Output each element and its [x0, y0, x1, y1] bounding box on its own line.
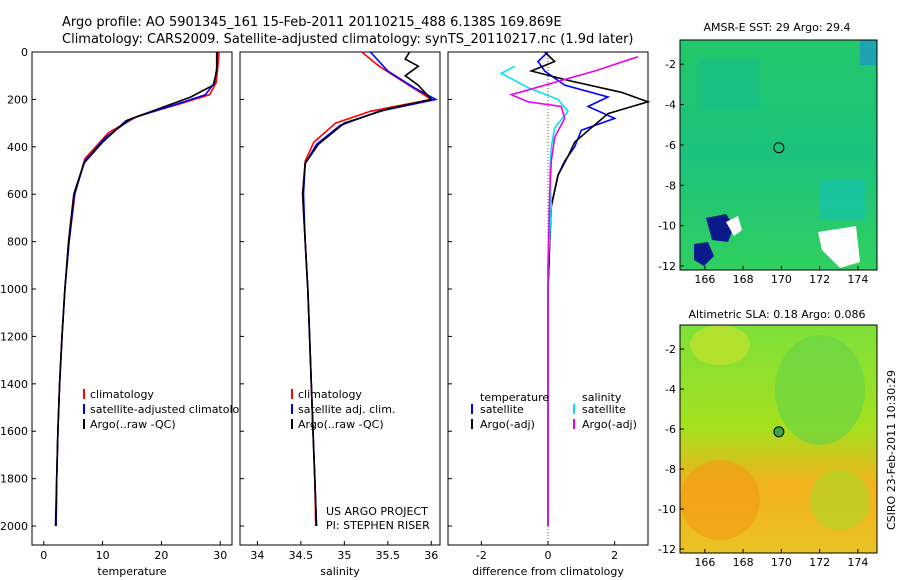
series-line	[508, 55, 639, 526]
legend-label: Argo(-adj)	[480, 418, 535, 431]
y-tick-label: 400	[7, 141, 28, 154]
map-y-tick-label: -10	[658, 220, 676, 233]
map-y-tick-label: -6	[665, 423, 676, 436]
x-tick-label: 35	[337, 549, 351, 562]
map-y-tick-label: -8	[665, 179, 676, 192]
y-tick-label: 1200	[0, 330, 28, 343]
map-y-tick-label: -2	[665, 343, 676, 356]
header-line-2: Climatology: CARS2009. Satellite-adjuste…	[62, 32, 634, 47]
map-x-tick-label: 168	[733, 273, 754, 286]
annotation-text: US ARGO PROJECT	[326, 505, 428, 518]
map-y-tick-label: -8	[665, 463, 676, 476]
sla-patch	[690, 325, 750, 365]
sst-missing-data	[726, 216, 742, 236]
sst-cold-patch	[706, 214, 734, 242]
legend-label: Argo(-adj)	[582, 418, 637, 431]
legend-label: satellite adj. clim.	[298, 403, 395, 416]
legend-label: Argo(..raw -QC)	[298, 418, 384, 431]
annotation-text: PI: STEPHEN RISER	[326, 519, 430, 532]
x-axis-label: salinity	[320, 565, 360, 578]
y-tick-label: 2000	[0, 520, 28, 533]
sst-map-title: AMSR-E SST: 29 Argo: 29.4	[703, 21, 850, 34]
y-tick-label: 1600	[0, 425, 28, 438]
y-tick-label: 600	[7, 188, 28, 201]
sst-missing-data	[818, 226, 860, 268]
y-tick-label: 1000	[0, 283, 28, 296]
map-x-tick-label: 168	[733, 556, 754, 569]
x-tick-label: -2	[476, 549, 487, 562]
map-y-tick-label: -4	[665, 99, 676, 112]
sst-patch	[700, 60, 760, 110]
sla-map-title: Altimetric SLA: 0.18 Argo: 0.086	[688, 308, 865, 321]
legend-heading: salinity	[582, 391, 622, 404]
x-tick-label: 35.5	[376, 549, 401, 562]
map-y-tick-label: -4	[665, 383, 676, 396]
map-x-tick-label: 166	[694, 556, 715, 569]
profile-panel-2: 34 34.5 35 35.5 36 salinity climatology satelli…	[239, 51, 441, 578]
sla-patch	[775, 335, 865, 445]
sst-patch	[820, 180, 865, 220]
y-tick-label: 1400	[0, 378, 28, 391]
map-y-tick-label: -2	[665, 58, 676, 71]
map-x-tick-label: 172	[809, 556, 830, 569]
sla-map: Altimetric SLA: 0.18 Argo: 0.086 166 168 1…	[658, 308, 878, 569]
sst-cold-patch	[694, 242, 714, 266]
x-tick-label: 34	[250, 549, 264, 562]
panel-frame	[239, 51, 441, 546]
x-tick-label: 36	[424, 549, 438, 562]
legend-label: satellite-adjusted climatology	[90, 403, 253, 416]
profile-panel-3: -2 0 2 difference from climatology temperatu…	[447, 51, 651, 578]
sla-patch	[810, 470, 870, 530]
y-tick-label: 1800	[0, 473, 28, 486]
x-tick-label: 10	[96, 549, 110, 562]
legend-label: satellite	[480, 403, 524, 416]
y-tick-label: 200	[7, 93, 28, 106]
y-tick-label: 800	[7, 236, 28, 249]
x-tick-label: 20	[154, 549, 168, 562]
map-y-tick-label: -12	[658, 260, 676, 273]
timestamp-vertical: CSIRO 23-Feb-2011 10:30:29	[885, 370, 898, 530]
sst-map: AMSR-E SST: 29 Argo: 29.4 166 168 170 172 17…	[658, 21, 878, 286]
map-x-tick-label: 174	[847, 273, 868, 286]
map-x-tick-label: 170	[771, 273, 792, 286]
panel-frame	[31, 51, 233, 546]
header-line-1: Argo profile: AO 5901345_161 15-Feb-2011…	[62, 15, 562, 30]
sla-frame	[679, 324, 878, 554]
sst-frame	[679, 39, 878, 271]
x-tick-label: 2	[611, 549, 618, 562]
map-x-tick-label: 174	[847, 556, 868, 569]
map-y-tick-label: -10	[658, 503, 676, 516]
sla-argo-marker	[773, 426, 785, 438]
map-x-tick-label: 170	[771, 556, 792, 569]
x-tick-label: 0	[545, 549, 552, 562]
legend-label: satellite	[582, 403, 626, 416]
x-axis-label: difference from climatology	[472, 565, 624, 578]
map-x-tick-label: 166	[694, 273, 715, 286]
x-tick-label: 34.5	[289, 549, 314, 562]
legend-label: Argo(..raw -QC)	[90, 418, 176, 431]
map-y-tick-label: -6	[665, 139, 676, 152]
map-y-tick-label: -12	[658, 543, 676, 556]
series-line	[54, 52, 218, 527]
sst-patch	[860, 40, 877, 65]
x-axis-label: temperature	[97, 565, 166, 578]
sla-patch	[680, 460, 760, 540]
x-tick-label: 0	[40, 549, 47, 562]
legend-heading: temperature	[480, 391, 549, 404]
map-x-tick-label: 172	[809, 273, 830, 286]
sst-argo-marker	[773, 142, 785, 154]
x-tick-label: 30	[213, 549, 227, 562]
legend-label: climatology	[298, 388, 362, 401]
profile-panel-1: 0 10 20 30 temperature 0 200 400 600 800 1000 1200 1…	[0, 46, 253, 578]
y-tick-label: 0	[21, 46, 28, 59]
legend-label: climatology	[90, 388, 154, 401]
series-line	[301, 51, 433, 527]
